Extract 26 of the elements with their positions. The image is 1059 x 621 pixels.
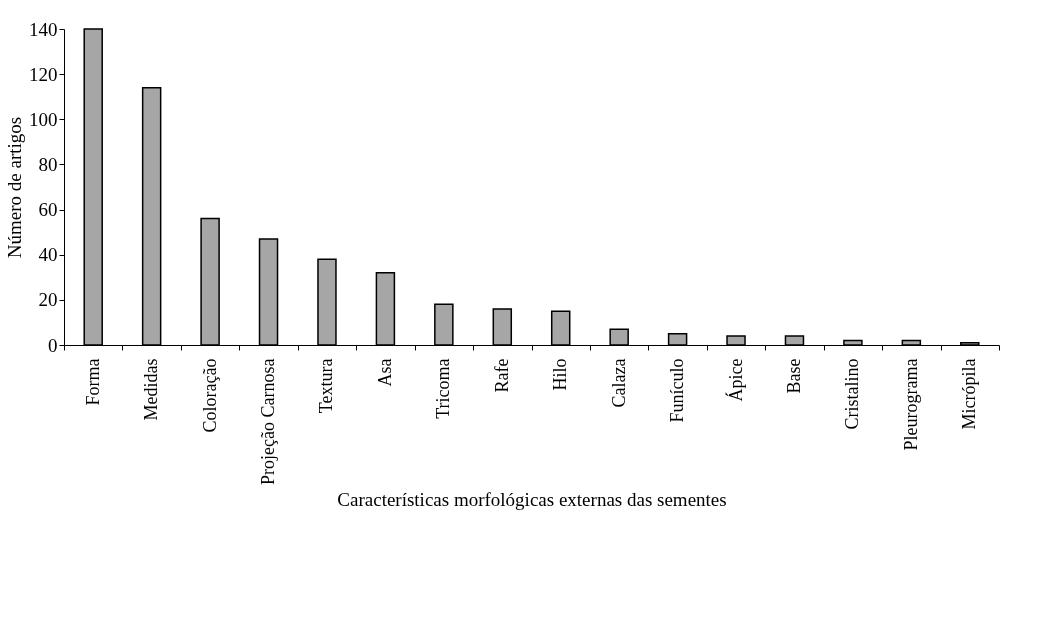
- x-tick-label: Cristalino: [842, 358, 863, 430]
- x-tick-label: Hilo: [550, 358, 571, 391]
- x-tick-label: Medidas: [141, 358, 162, 421]
- y-axis-title: Número de artigos: [4, 116, 25, 259]
- y-tick-label: 140: [29, 18, 58, 40]
- y-tick-label: 0: [48, 334, 58, 356]
- y-tick-label: 120: [29, 63, 58, 85]
- x-tick-label: Pleurograma: [900, 358, 921, 451]
- x-tick-label: Ápice: [724, 358, 746, 402]
- x-tick-label: Base: [783, 358, 804, 394]
- x-tick-label: Calaza: [608, 358, 629, 408]
- x-tick-label: Tricoma: [433, 358, 454, 419]
- x-tick-label: Funículo: [667, 358, 688, 423]
- y-tick-label: 60: [38, 199, 58, 221]
- y-tick-label: 20: [38, 289, 58, 311]
- x-tick-label: Micrópila: [959, 358, 980, 430]
- x-tick-label: Projeção Carnosa: [258, 358, 279, 485]
- x-tick-label: Asa: [374, 358, 395, 387]
- x-axis-title: Características morfológicas externas das sementes: [337, 488, 727, 510]
- y-tick-label: 40: [38, 244, 58, 266]
- x-tick-label: Textura: [316, 358, 337, 414]
- y-tick-label: 100: [29, 108, 58, 130]
- x-tick-label: Coloração: [199, 358, 220, 433]
- x-tick-label: Forma: [82, 358, 103, 406]
- y-tick-label: 80: [38, 153, 58, 175]
- x-tick-label: Rafe: [491, 358, 512, 393]
